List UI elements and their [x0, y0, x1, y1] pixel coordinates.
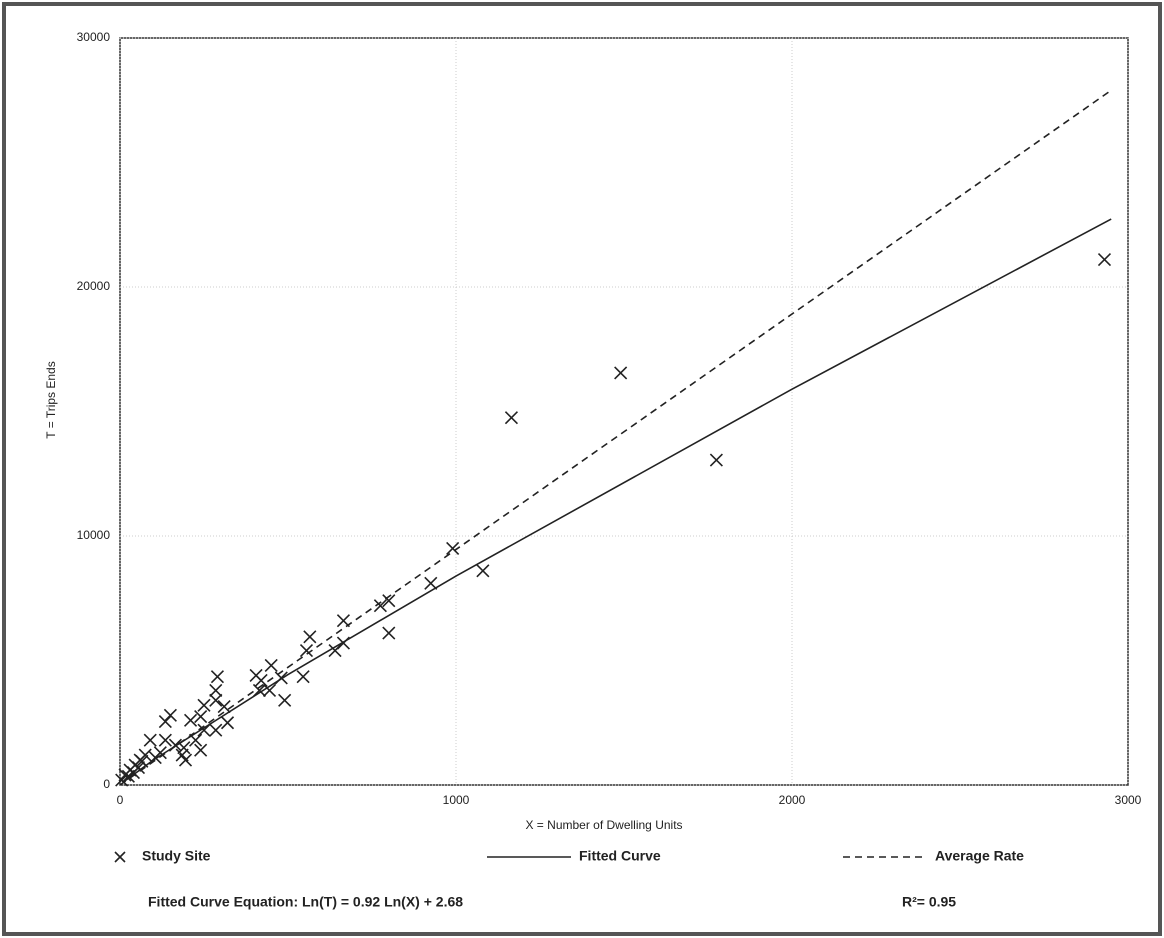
legend-label: Average Rate	[935, 848, 1024, 864]
y-tick-label: 30000	[77, 30, 111, 44]
data-point	[328, 643, 342, 658]
legend-label: Study Site	[142, 848, 211, 864]
y-axis-label: T = Trips Ends	[44, 361, 58, 438]
data-point	[264, 658, 278, 673]
data-point	[115, 773, 129, 787]
series-line	[122, 218, 1112, 783]
data-point	[278, 693, 292, 707]
series-line	[119, 89, 1112, 786]
legend-symbol	[114, 851, 126, 863]
data-point	[209, 683, 223, 697]
data-point	[158, 714, 172, 729]
y-tick-label: 0	[103, 777, 110, 791]
data-point	[446, 541, 460, 556]
data-point	[217, 699, 231, 714]
data-point	[262, 683, 277, 697]
x-tick-label: 2000	[779, 793, 806, 807]
data-point	[153, 746, 167, 760]
data-point	[131, 761, 146, 775]
data-point	[382, 626, 396, 640]
data-point	[194, 709, 208, 724]
data-point	[614, 366, 628, 380]
data-point	[209, 723, 223, 737]
legend-label: Fitted Curve	[579, 848, 661, 864]
data-point	[296, 670, 310, 684]
x-tick-label: 1000	[443, 793, 470, 807]
x-tick-label: 0	[117, 793, 124, 807]
data-point	[303, 630, 317, 644]
data-point	[1097, 253, 1112, 267]
y-tick-label: 10000	[77, 528, 111, 542]
data-point	[249, 668, 263, 683]
data-point	[476, 564, 490, 578]
y-tick-label: 20000	[77, 279, 111, 293]
data-point	[424, 576, 438, 590]
data-point	[143, 733, 157, 747]
annotation: R²= 0.95	[902, 894, 956, 910]
data-point	[183, 713, 198, 727]
annotation: Fitted Curve Equation: Ln(T) = 0.92 Ln(X…	[148, 894, 463, 910]
x-tick-label: 3000	[1115, 793, 1142, 807]
data-point	[382, 594, 396, 608]
data-point	[210, 670, 225, 684]
data-point	[373, 599, 387, 613]
data-point	[178, 753, 193, 767]
data-point	[163, 708, 177, 722]
data-point	[709, 453, 723, 467]
x-axis-label: X = Number of Dwelling Units	[525, 818, 682, 832]
data-point	[197, 698, 211, 712]
data-point	[194, 743, 208, 757]
data-point	[504, 411, 519, 425]
data-point	[299, 643, 314, 658]
data-point	[209, 693, 223, 707]
plot-area	[119, 37, 1129, 786]
data-point	[220, 716, 235, 730]
data-point	[158, 733, 172, 747]
